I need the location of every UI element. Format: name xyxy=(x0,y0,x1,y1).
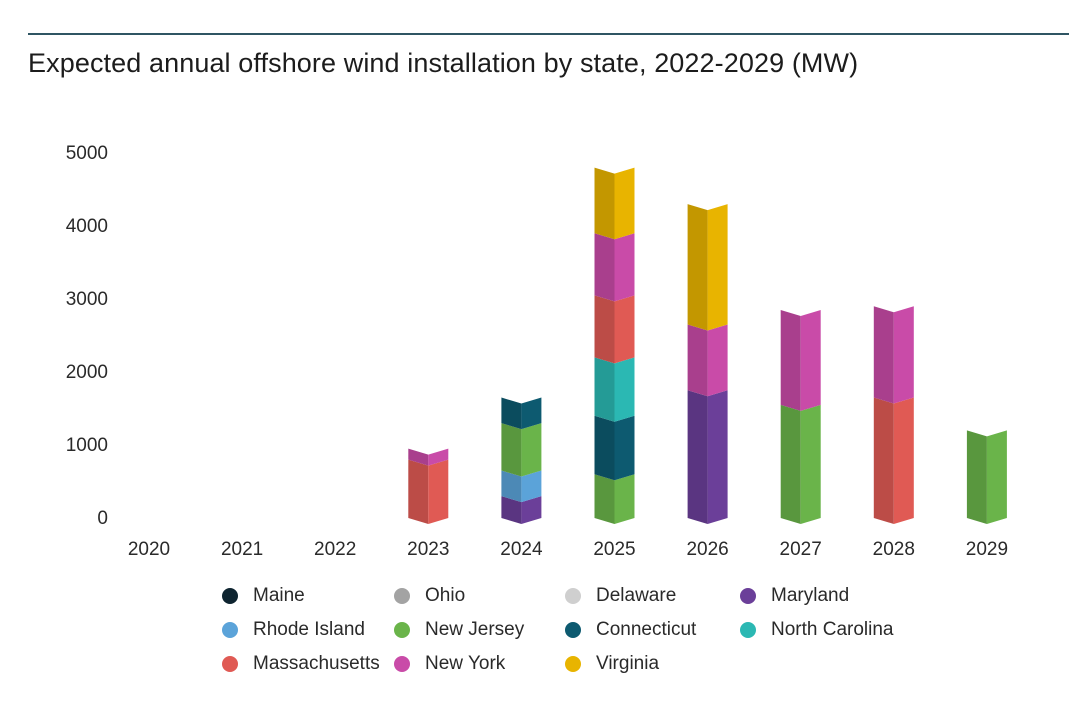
x-tick-label: 2028 xyxy=(873,539,915,560)
bar-segment xyxy=(687,204,728,331)
y-tick-label: 2000 xyxy=(66,362,108,383)
x-tick-label: 2024 xyxy=(500,539,543,560)
legend-swatch xyxy=(394,656,410,672)
y-tick-label: 0 xyxy=(97,508,108,529)
legend-label: Ohio xyxy=(425,585,466,606)
legend-item: New Jersey xyxy=(394,619,524,641)
bar-segment xyxy=(501,496,542,524)
bars xyxy=(408,167,1007,524)
legend-label: Delaware xyxy=(596,585,677,606)
legend-label: Maine xyxy=(253,585,305,606)
legend-label: New York xyxy=(425,653,506,674)
bar-segment xyxy=(594,295,635,364)
legend-item: Maine xyxy=(222,585,305,607)
bar-segment xyxy=(594,233,635,302)
chart-title: Expected annual offshore wind installati… xyxy=(28,48,859,78)
legend-swatch xyxy=(565,656,581,672)
bar-segment xyxy=(873,397,914,524)
bar-segment xyxy=(594,474,635,524)
bar-segment xyxy=(501,397,542,430)
bar-segment xyxy=(687,324,728,397)
legend-swatch xyxy=(394,588,410,604)
y-tick-label: 3000 xyxy=(66,289,108,310)
bar-segment xyxy=(501,470,542,503)
legend-label: Connecticut xyxy=(596,619,697,640)
legend-item: Rhode Island xyxy=(222,619,365,641)
legend-swatch xyxy=(565,588,581,604)
legend-label: Rhode Island xyxy=(253,619,365,640)
y-tick-label: 1000 xyxy=(66,435,108,456)
y-tick-label: 5000 xyxy=(66,143,108,164)
legend-swatch xyxy=(222,622,238,638)
legend-item: Massachusetts xyxy=(222,653,380,675)
x-tick-label: 2021 xyxy=(221,539,263,560)
legend-swatch xyxy=(394,622,410,638)
legend-swatch xyxy=(565,622,581,638)
top-rule xyxy=(28,33,1069,35)
legend-item: Virginia xyxy=(565,653,659,675)
x-tick-label: 2027 xyxy=(780,539,822,560)
legend-item: New York xyxy=(394,653,505,675)
bar-segment xyxy=(594,415,635,481)
legend-swatch xyxy=(222,588,238,604)
bar-segment xyxy=(501,423,542,477)
bar-segment xyxy=(873,306,914,404)
x-tick-label: 2020 xyxy=(128,539,170,560)
legend-label: North Carolina xyxy=(771,619,894,640)
x-tick-label: 2029 xyxy=(966,539,1008,560)
bar-segment xyxy=(594,357,635,422)
legend-item: Delaware xyxy=(565,585,676,607)
legend-label: New Jersey xyxy=(425,619,525,640)
y-tick-label: 4000 xyxy=(66,216,108,237)
legend-item: Maryland xyxy=(740,585,849,607)
bar-segment xyxy=(780,309,821,411)
x-tick-label: 2023 xyxy=(407,539,449,560)
bar-segment xyxy=(408,459,449,524)
legend-label: Massachusetts xyxy=(253,653,380,674)
legend-swatch xyxy=(740,588,756,604)
x-tick-label: 2026 xyxy=(686,539,728,560)
bar-segment xyxy=(594,167,635,240)
legend-swatch xyxy=(222,656,238,672)
bar-segment xyxy=(408,448,449,466)
bar-segment xyxy=(780,404,821,524)
x-tick-label: 2022 xyxy=(314,539,356,560)
x-tick-label: 2025 xyxy=(593,539,635,560)
x-axis-ticks: 2020 2021 2022 2023 2024 2025 2026 2027 2028 2029 xyxy=(128,539,1008,560)
bar-segment xyxy=(687,390,728,524)
legend-swatch xyxy=(740,622,756,638)
legend-item: Ohio xyxy=(394,585,465,607)
bar-segment xyxy=(966,430,1007,524)
legend-label: Maryland xyxy=(771,585,850,606)
legend-item: North Carolina xyxy=(740,619,894,641)
y-axis-ticks: 0 1000 2000 3000 4000 5000 xyxy=(66,143,108,529)
legend-label: Virginia xyxy=(596,653,660,674)
legend-item: Connecticut xyxy=(565,619,696,641)
